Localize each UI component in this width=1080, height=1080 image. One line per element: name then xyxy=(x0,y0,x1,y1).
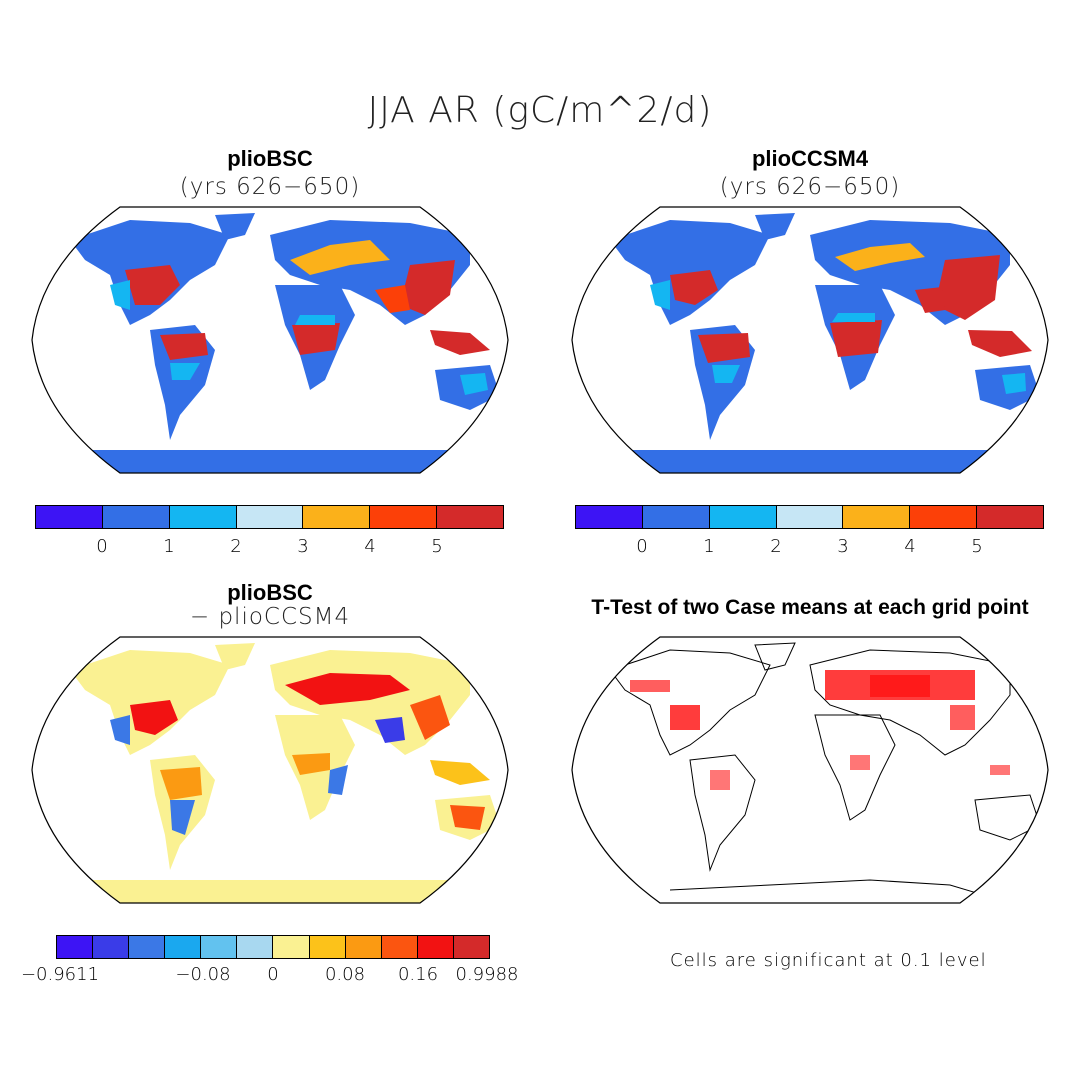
map-difference xyxy=(31,636,509,904)
colorbar-cell xyxy=(273,936,310,958)
map-pliocosm4 xyxy=(571,206,1049,474)
colorbar3-tick-label: −0.9611 xyxy=(20,964,100,985)
significance-cells xyxy=(630,670,1010,790)
colorbar-cell xyxy=(236,506,304,528)
colorbar2-tick-label: 1 xyxy=(703,536,715,557)
colorbar-cell xyxy=(417,936,454,958)
land-antarctica xyxy=(90,450,490,473)
colorbar-cell xyxy=(977,506,1044,528)
panel3-title: plioBSC xyxy=(227,580,313,605)
land-greenland xyxy=(215,213,255,240)
colorbar-pliobsc xyxy=(35,505,504,529)
colorbar2-tick-label: 4 xyxy=(904,536,916,557)
colorbar3-tick-label: 0.9988 xyxy=(455,964,519,985)
colorbar2-tick-label: 0 xyxy=(636,536,648,557)
colorbar-cell xyxy=(910,506,978,528)
colorbar-difference xyxy=(56,935,490,959)
colorbar-cell xyxy=(201,936,238,958)
panel2-title: plioCCSM4 xyxy=(751,146,869,171)
colorbar-cell xyxy=(381,936,418,958)
colorbar-cell xyxy=(709,506,777,528)
colorbar-cell xyxy=(453,936,489,958)
map-ttest xyxy=(571,636,1049,904)
colorbar2-tick-label: 5 xyxy=(971,536,983,557)
colorbar1-tick-label: 3 xyxy=(297,536,309,557)
colorbar-cell xyxy=(370,506,438,528)
colorbar-cell xyxy=(93,936,130,958)
colorbar-pliocosm4 xyxy=(575,505,1044,529)
colorbar3-tick-label: −0.08 xyxy=(175,964,231,985)
colorbar-cell xyxy=(303,506,371,528)
colorbar-cell xyxy=(437,506,504,528)
colorbar3-tick-label: 0 xyxy=(267,964,279,985)
colorbar-cell xyxy=(57,936,94,958)
colorbar2-tick-label: 2 xyxy=(770,536,782,557)
colorbar-cell xyxy=(309,936,346,958)
colorbar-cell xyxy=(843,506,911,528)
panel3-subtitle: − plioCCSM4 xyxy=(189,604,351,630)
colorbar1-tick-label: 1 xyxy=(163,536,175,557)
colorbar-cell xyxy=(129,936,166,958)
significance-note: Cells are significant at 0.1 level xyxy=(670,950,987,971)
colorbar-cell xyxy=(165,936,202,958)
colorbar1-tick-label: 0 xyxy=(96,536,108,557)
panel4-title: T-Test of two Case means at each grid po… xyxy=(591,596,1029,619)
panel1-title: plioBSC xyxy=(227,146,313,171)
colorbar-cell xyxy=(776,506,844,528)
colorbar3-tick-label: 0.08 xyxy=(324,964,366,985)
colorbar-cell xyxy=(36,506,103,528)
colorbar1-tick-label: 4 xyxy=(364,536,376,557)
colorbar-cell xyxy=(642,506,710,528)
colorbar1-tick-label: 5 xyxy=(431,536,443,557)
panel2-subtitle: (yrs 626−650) xyxy=(719,174,901,200)
colorbar3-tick-label: 0.16 xyxy=(397,964,439,985)
colorbar-cell xyxy=(576,506,643,528)
panel1-subtitle: (yrs 626−650) xyxy=(179,174,361,200)
figure-title: JJA AR (gC/m^2/d) xyxy=(367,90,713,131)
colorbar1-tick-label: 2 xyxy=(230,536,242,557)
colorbar-cell xyxy=(102,506,170,528)
colorbar-cell xyxy=(345,936,382,958)
colorbar2-tick-label: 3 xyxy=(837,536,849,557)
colorbar-cell xyxy=(169,506,237,528)
colorbar-cell xyxy=(237,936,274,958)
map-pliobsc xyxy=(31,206,509,474)
